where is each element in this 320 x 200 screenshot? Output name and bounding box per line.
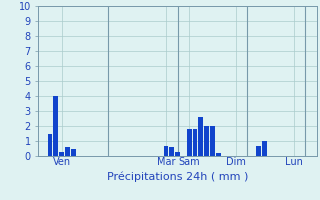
Bar [193,129,197,156]
Bar [59,152,64,156]
Bar [71,148,76,156]
Bar [210,126,215,156]
Bar [216,153,221,156]
Bar [175,152,180,156]
Bar [53,96,58,156]
Bar [48,134,52,156]
Bar [204,126,209,156]
Bar [198,117,203,156]
Bar [187,129,192,156]
Bar [262,141,267,156]
Bar [164,146,168,156]
Bar [256,146,261,156]
X-axis label: Précipitations 24h ( mm ): Précipitations 24h ( mm ) [107,172,248,182]
Bar [65,147,70,156]
Bar [169,147,174,156]
